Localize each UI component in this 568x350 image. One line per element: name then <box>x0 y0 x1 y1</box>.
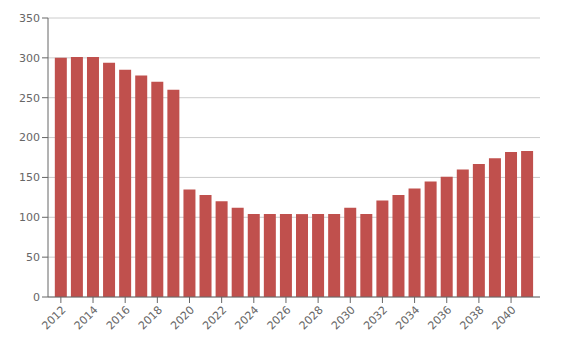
svg-text:2036: 2036 <box>425 303 454 332</box>
svg-text:2024: 2024 <box>232 303 261 332</box>
svg-text:2034: 2034 <box>393 303 422 332</box>
svg-text:50: 50 <box>26 251 40 264</box>
svg-text:2014: 2014 <box>72 303 101 332</box>
svg-text:150: 150 <box>19 171 40 184</box>
svg-text:2018: 2018 <box>136 303 165 332</box>
svg-text:2030: 2030 <box>329 303 358 332</box>
svg-text:350: 350 <box>19 12 40 25</box>
svg-text:2022: 2022 <box>200 303 229 332</box>
svg-text:2040: 2040 <box>490 303 519 332</box>
svg-text:2026: 2026 <box>265 303 294 332</box>
svg-text:2012: 2012 <box>40 303 69 332</box>
svg-text:250: 250 <box>19 92 40 105</box>
svg-text:200: 200 <box>19 131 40 144</box>
svg-text:2038: 2038 <box>458 303 487 332</box>
svg-text:2028: 2028 <box>297 303 326 332</box>
svg-text:2032: 2032 <box>361 303 390 332</box>
svg-text:300: 300 <box>19 52 40 65</box>
svg-text:2016: 2016 <box>104 303 133 332</box>
svg-text:100: 100 <box>19 211 40 224</box>
svg-text:0: 0 <box>33 291 40 304</box>
svg-text:2020: 2020 <box>168 303 197 332</box>
